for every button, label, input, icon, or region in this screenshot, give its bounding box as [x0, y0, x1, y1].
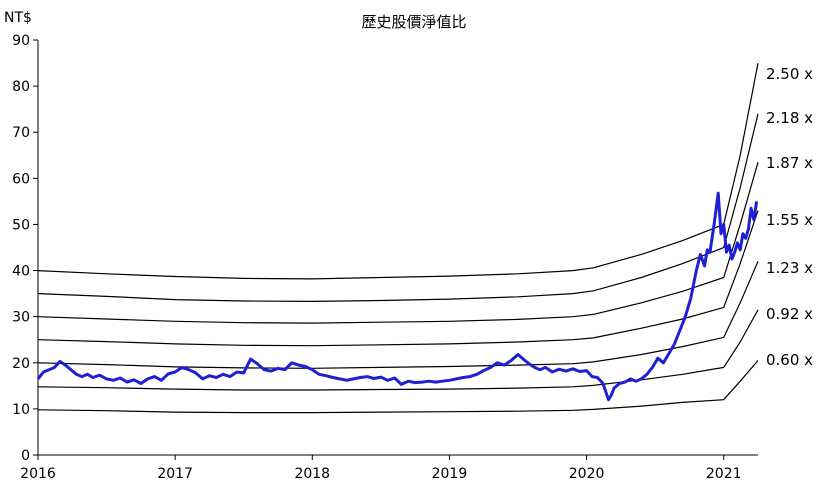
- x-tick-label: 2018: [294, 466, 330, 482]
- y-axis: 0 10 20 30 40 50 60 70 80 90: [12, 33, 39, 464]
- y-axis-label: NT$: [4, 10, 32, 26]
- x-tick-label: 2016: [20, 466, 56, 482]
- y-tick-label: 40: [12, 264, 30, 280]
- pbr-band-label: 0.92 x: [766, 305, 813, 323]
- y-tick-label: 20: [12, 356, 30, 372]
- x-axis: 2016 2017 2018 2019 2020 2021: [20, 454, 758, 482]
- pbr-band-line: [37, 309, 759, 391]
- pbr-band-label: 1.55 x: [766, 211, 813, 229]
- pbr-bands: [37, 62, 759, 414]
- y-tick-label: 90: [12, 33, 30, 49]
- x-tick-label: 2019: [432, 466, 468, 482]
- y-tick-label: 50: [12, 217, 30, 233]
- pbr-band-label: 0.60 x: [766, 351, 813, 369]
- x-tick-label: 2021: [706, 466, 742, 482]
- y-tick-label: 60: [12, 171, 30, 187]
- pbr-band-label: 1.23 x: [766, 259, 813, 277]
- pbr-band-label: 1.87 x: [766, 154, 813, 172]
- pbr-band-label: 2.18 x: [766, 109, 813, 127]
- price-series: [36, 191, 759, 402]
- y-tick-label: 0: [21, 448, 30, 464]
- pbr-band-line: [37, 62, 759, 280]
- pbr-band-label: 2.50 x: [766, 65, 813, 83]
- pbr-band-line: [37, 113, 759, 303]
- band-labels: 2.50 x 2.18 x 1.87 x 1.55 x 1.23 x 0.92 x 0.60…: [766, 65, 813, 369]
- price-line: [36, 191, 759, 402]
- pbr-band-line: [37, 261, 759, 369]
- y-tick-label: 70: [12, 125, 30, 141]
- x-tick-label: 2017: [157, 466, 193, 482]
- y-tick-label: 80: [12, 79, 30, 95]
- x-tick-label: 2020: [569, 466, 605, 482]
- pbr-band-line: [37, 360, 759, 414]
- y-tick-label: 10: [12, 402, 30, 418]
- y-tick-label: 30: [12, 310, 30, 326]
- pbr-band-line: [37, 210, 759, 347]
- pbr-band-line: [37, 162, 759, 324]
- chart-title: 歷史股價淨值比: [361, 13, 466, 31]
